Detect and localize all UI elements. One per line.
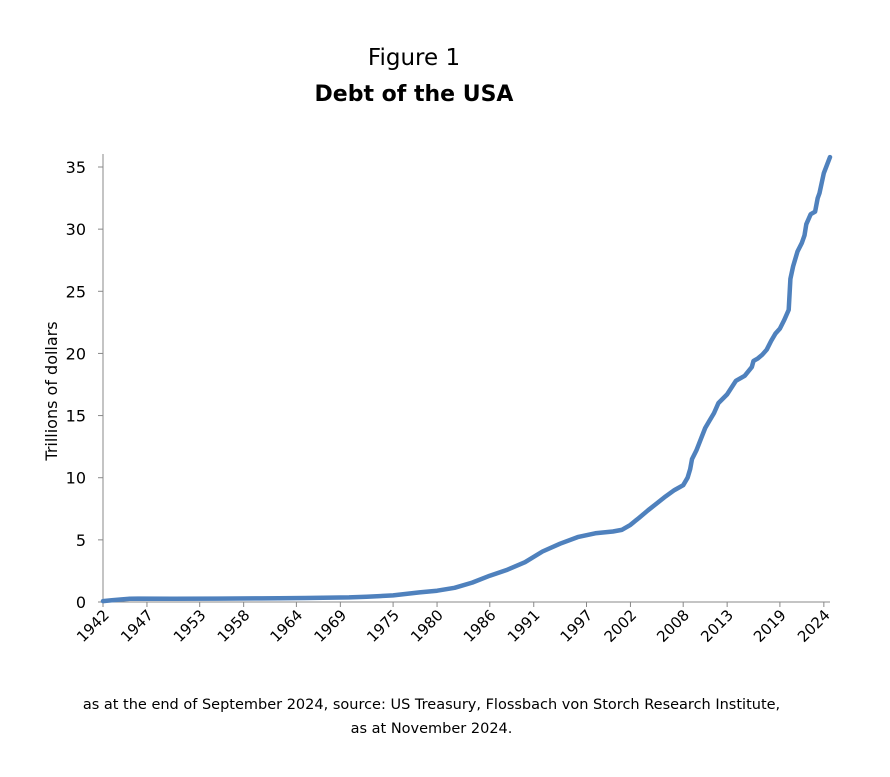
x-tick-label: 2013 xyxy=(697,606,737,646)
chart-title: Debt of the USA xyxy=(314,82,514,107)
series-group xyxy=(100,154,833,604)
x-tick-label: 1980 xyxy=(407,606,447,646)
y-ticks: 0 5 10 15 20 25 30 35 xyxy=(66,158,103,612)
y-tick-label: 30 xyxy=(66,220,86,239)
axes xyxy=(102,154,830,603)
x-tick-label: 2024 xyxy=(794,606,834,646)
source-line-2: as at November 2024. xyxy=(350,721,513,737)
x-tick-label: 1975 xyxy=(363,606,403,646)
x-tick-label: 1986 xyxy=(460,606,500,646)
y-tick-label: 25 xyxy=(66,282,86,301)
x-tick-label: 1947 xyxy=(117,606,157,646)
debt-series-line xyxy=(100,154,833,604)
x-tick-label: 2002 xyxy=(601,606,641,646)
x-tick-label: 1997 xyxy=(557,606,597,646)
x-tick-label: 1953 xyxy=(170,606,210,646)
x-ticks: 1942 1947 1953 1958 1964 1969 1975 1980 1986 1991… xyxy=(73,602,834,646)
x-tick-label: 2008 xyxy=(653,606,693,646)
y-tick-label: 15 xyxy=(66,407,86,426)
y-tick-label: 10 xyxy=(66,469,86,488)
x-tick-label: 1958 xyxy=(214,606,254,646)
source-line-1: as at the end of September 2024, source:… xyxy=(82,697,781,713)
x-tick-label: 1964 xyxy=(266,606,306,646)
x-tick-label: 1991 xyxy=(504,606,544,646)
source-note: as at the end of September 2024, source:… xyxy=(0,693,863,741)
x-tick-label: 1969 xyxy=(310,606,350,646)
x-tick-label: 1942 xyxy=(73,606,113,646)
y-tick-label: 0 xyxy=(76,593,86,612)
x-tick-label: 2019 xyxy=(750,606,790,646)
figure-label: Figure 1 xyxy=(367,45,461,71)
y-tick-label: 20 xyxy=(66,344,86,363)
y-axis-label: Trillions of dollars xyxy=(42,321,61,461)
y-tick-label: 5 xyxy=(76,531,86,550)
y-tick-label: 35 xyxy=(66,158,86,177)
